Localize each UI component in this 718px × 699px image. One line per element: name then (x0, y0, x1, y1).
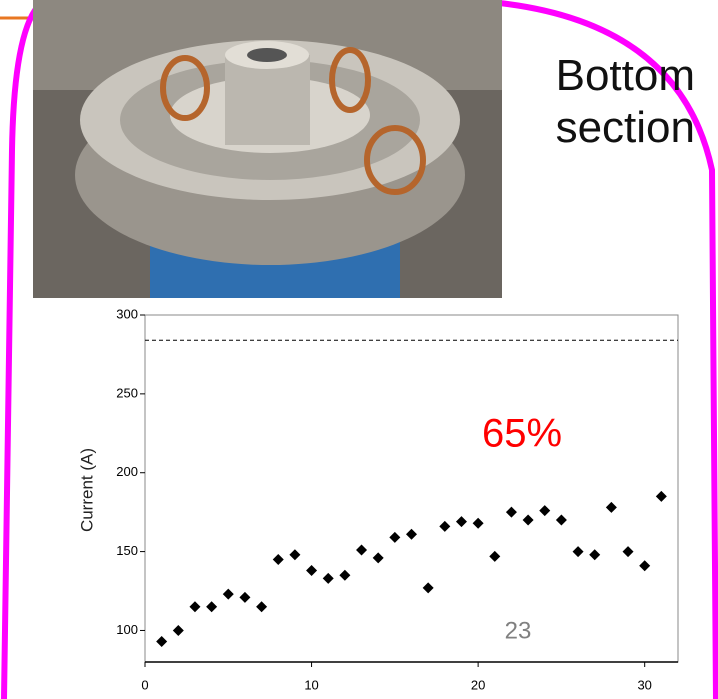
scatter-point (422, 582, 434, 594)
x-tick-label: 20 (471, 677, 485, 692)
caption: Bottom section (555, 51, 695, 152)
scatter-point (406, 528, 417, 540)
scatter-point (306, 565, 318, 577)
annotation: 23 (505, 617, 532, 644)
scatter-point (589, 549, 601, 561)
decor-curve (489, 0, 718, 699)
x-tick-label: 10 (304, 677, 318, 692)
scatter-point (256, 601, 268, 613)
scatter-point (206, 601, 218, 613)
scatter-point (455, 516, 467, 528)
y-tick-label: 200 (116, 464, 138, 479)
scatter-point (489, 550, 501, 562)
scatter-point (605, 501, 617, 513)
y-tick-label: 150 (116, 543, 138, 558)
plot-frame (144, 314, 679, 663)
scatter-point (472, 517, 484, 529)
scatter-point (156, 635, 168, 647)
scatter-point (189, 601, 201, 613)
scatter-point (322, 572, 334, 584)
scatter-point (356, 544, 368, 556)
scatter-point (339, 569, 351, 581)
y-tick-label: 100 (116, 622, 138, 637)
scatter-point (239, 591, 251, 603)
scatter-point (389, 531, 401, 543)
scatter-point (655, 490, 667, 502)
x-tick-label: 0 (141, 677, 148, 692)
scatter-point (222, 588, 234, 600)
scatter-point (572, 546, 584, 558)
scatter-point (539, 505, 551, 517)
y-tick-label: 250 (116, 385, 138, 400)
scatter-point (172, 624, 184, 636)
annotation: 65% (482, 412, 562, 456)
scatter-point (272, 553, 284, 565)
scatter-point (439, 520, 451, 532)
scatter-point (622, 546, 634, 558)
scatter-point (289, 549, 301, 561)
y-axis-label: Current (A) (77, 448, 96, 532)
y-tick-label: 300 (116, 306, 138, 321)
scatter-point (372, 552, 384, 564)
scatter-point (522, 514, 534, 526)
scatter-point (505, 506, 517, 518)
x-tick-label: 30 (637, 677, 651, 692)
scatter-point (639, 560, 651, 572)
scatter-point (555, 514, 567, 526)
photo (33, 0, 502, 298)
